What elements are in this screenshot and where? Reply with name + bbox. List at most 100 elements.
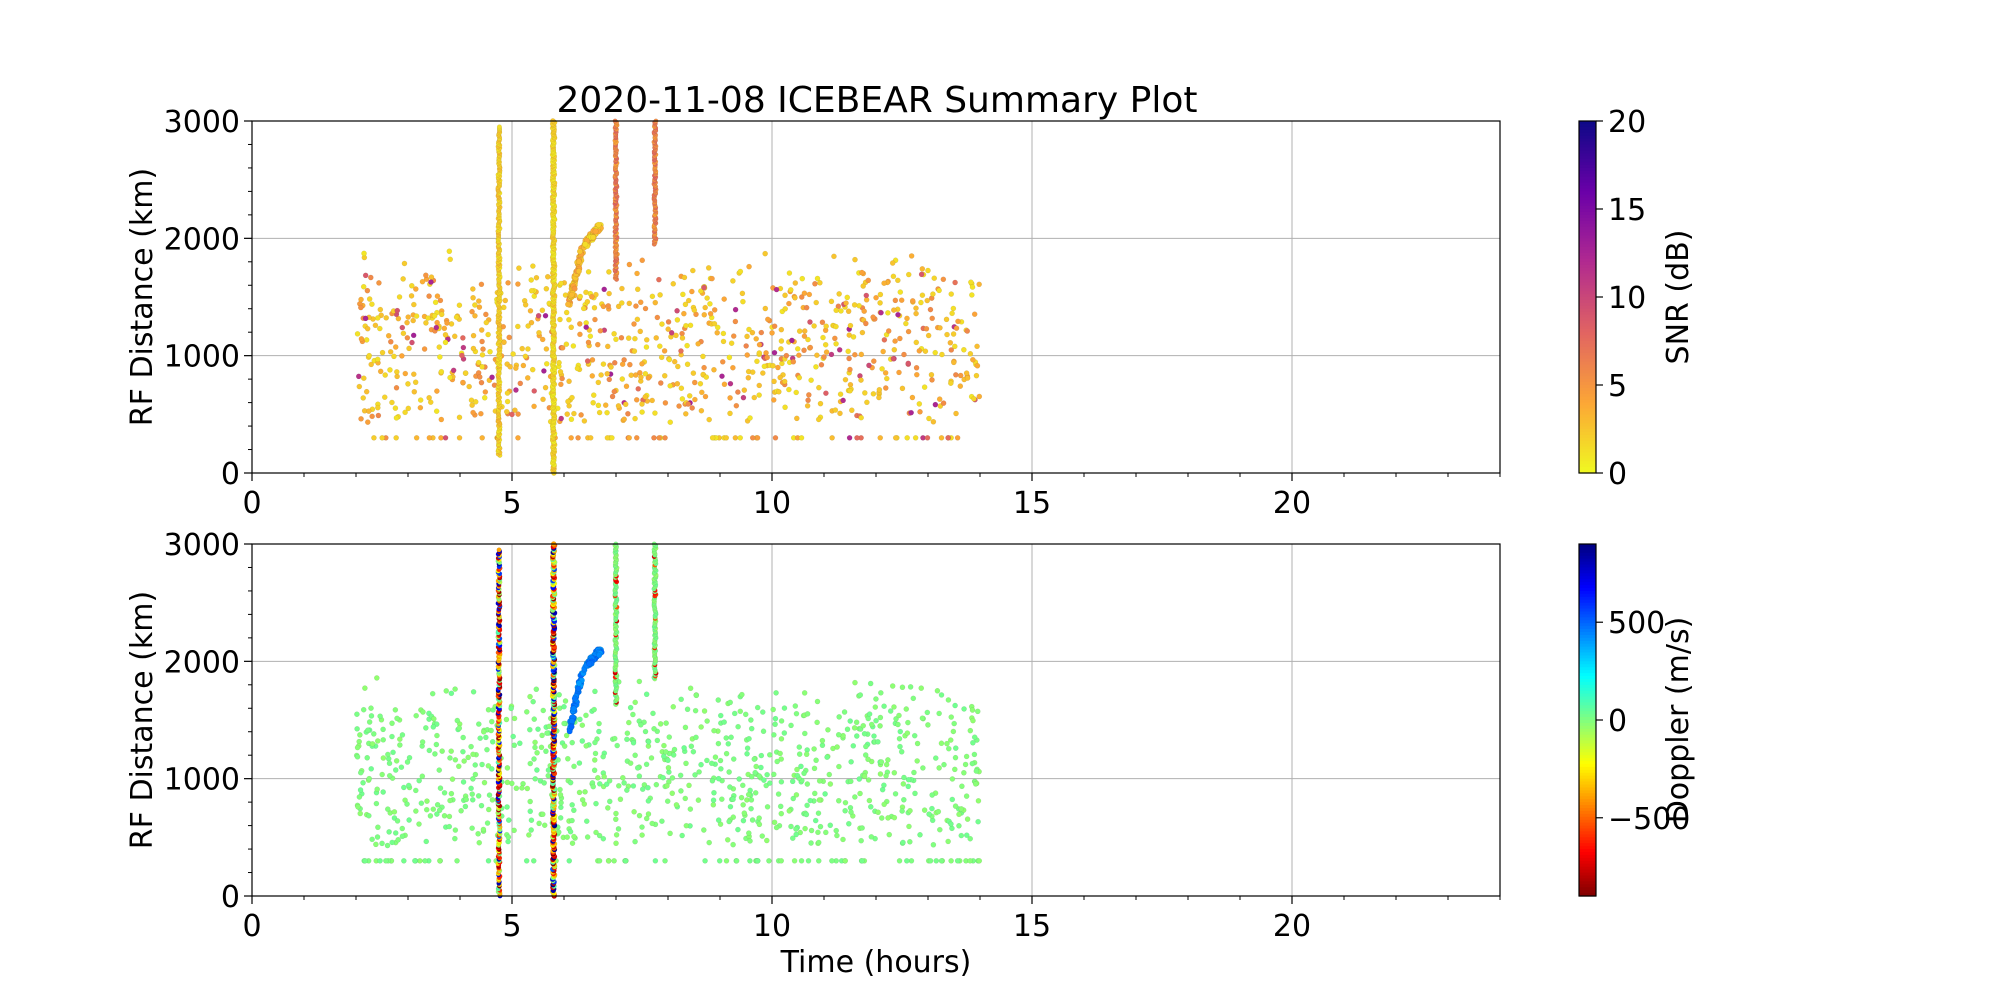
data-point bbox=[479, 352, 486, 358]
data-point bbox=[786, 386, 792, 393]
data-point bbox=[534, 749, 540, 756]
data-point bbox=[434, 388, 440, 394]
data-point bbox=[736, 776, 743, 782]
data-point bbox=[744, 352, 751, 358]
data-point bbox=[568, 723, 575, 730]
data-point bbox=[796, 352, 802, 358]
data-point bbox=[567, 779, 574, 786]
data-point bbox=[399, 833, 406, 840]
data-point bbox=[730, 364, 736, 371]
data-point bbox=[649, 397, 655, 404]
data-point bbox=[374, 834, 381, 840]
data-point bbox=[611, 359, 618, 366]
data-point bbox=[452, 835, 458, 842]
data-point bbox=[413, 712, 419, 719]
data-point bbox=[423, 272, 429, 279]
data-point bbox=[679, 335, 686, 341]
data-point bbox=[953, 372, 959, 378]
data-point bbox=[940, 276, 947, 283]
data-point bbox=[373, 800, 380, 807]
data-point bbox=[360, 283, 367, 290]
data-point bbox=[740, 801, 746, 808]
colorbar-segment bbox=[1579, 376, 1596, 380]
colorbar-segment bbox=[1579, 147, 1596, 151]
data-point bbox=[895, 311, 901, 318]
data-point bbox=[867, 803, 874, 810]
data-point bbox=[380, 789, 386, 795]
data-point bbox=[834, 832, 840, 839]
data-point bbox=[825, 726, 831, 733]
data-point bbox=[417, 397, 424, 403]
data-point bbox=[781, 705, 788, 711]
data-point bbox=[671, 358, 678, 365]
data-point bbox=[542, 312, 549, 319]
data-point bbox=[408, 282, 415, 289]
data-point bbox=[953, 410, 959, 417]
data-point bbox=[954, 434, 961, 441]
data-point bbox=[354, 754, 361, 760]
data-point bbox=[748, 725, 755, 732]
colorbar-segment bbox=[1579, 194, 1596, 198]
data-point bbox=[469, 796, 476, 803]
colorbar-segment bbox=[1579, 370, 1596, 374]
data-point bbox=[568, 434, 574, 441]
data-point bbox=[687, 322, 694, 329]
data-point bbox=[711, 307, 718, 313]
colorbar-segment bbox=[1579, 294, 1596, 298]
data-point bbox=[636, 773, 643, 779]
data-point bbox=[448, 321, 455, 327]
data-point bbox=[836, 291, 842, 297]
data-point bbox=[458, 807, 464, 814]
data-point bbox=[859, 269, 865, 276]
data-point bbox=[763, 837, 770, 844]
data-point bbox=[788, 722, 794, 729]
data-point bbox=[575, 268, 582, 275]
data-point bbox=[454, 858, 460, 864]
data-point bbox=[387, 367, 393, 373]
colorbar-segment bbox=[1579, 299, 1596, 304]
data-point bbox=[847, 387, 853, 394]
data-point bbox=[360, 706, 367, 713]
colorbar-segment bbox=[1579, 188, 1596, 192]
y-tick-label: 3000 bbox=[164, 105, 240, 140]
data-point bbox=[632, 415, 638, 422]
data-point bbox=[472, 762, 479, 768]
data-point bbox=[908, 858, 915, 864]
data-point bbox=[661, 372, 668, 379]
data-point bbox=[436, 344, 443, 350]
data-point bbox=[571, 410, 577, 417]
data-point bbox=[904, 730, 911, 736]
data-point bbox=[876, 386, 883, 393]
data-point bbox=[660, 774, 666, 781]
data-point bbox=[524, 375, 531, 381]
colorbar-segment bbox=[1579, 443, 1596, 448]
data-point bbox=[634, 270, 640, 277]
data-point bbox=[406, 345, 412, 352]
data-point bbox=[364, 287, 371, 294]
data-point bbox=[544, 730, 550, 736]
data-point bbox=[681, 310, 687, 317]
data-point bbox=[842, 858, 849, 864]
data-point bbox=[387, 338, 394, 345]
data-point bbox=[859, 825, 865, 831]
data-point bbox=[650, 710, 656, 717]
data-point bbox=[405, 405, 412, 412]
data-point bbox=[374, 356, 381, 363]
data-point bbox=[394, 307, 401, 314]
data-point bbox=[478, 379, 485, 386]
colorbar-segment bbox=[1579, 302, 1596, 307]
data-point bbox=[828, 298, 835, 305]
data-point bbox=[375, 412, 382, 419]
data-point bbox=[740, 298, 746, 305]
data-point bbox=[920, 765, 926, 771]
data-point bbox=[738, 794, 745, 801]
data-point bbox=[564, 834, 571, 840]
colorbar-segment bbox=[1579, 426, 1596, 430]
data-point bbox=[632, 838, 638, 845]
data-point bbox=[773, 690, 779, 696]
data-point bbox=[817, 279, 823, 286]
data-point bbox=[419, 773, 426, 780]
data-point bbox=[630, 783, 637, 789]
data-point bbox=[685, 297, 692, 304]
